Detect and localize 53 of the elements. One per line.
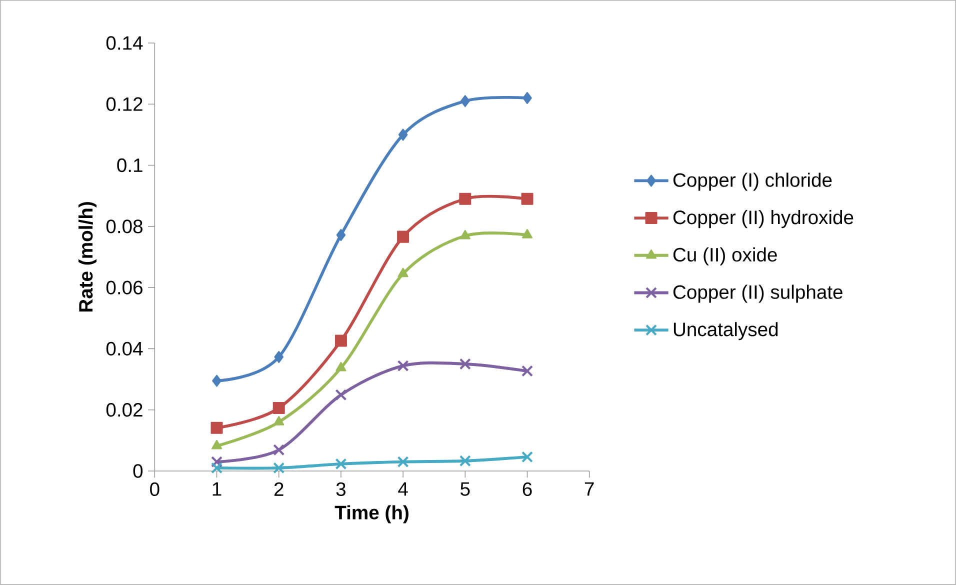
point bbox=[211, 440, 222, 450]
point bbox=[522, 92, 532, 104]
point bbox=[336, 228, 346, 241]
point bbox=[397, 360, 409, 372]
y-tick-label: 0.14 bbox=[106, 36, 143, 50]
point bbox=[336, 362, 346, 372]
point bbox=[398, 268, 408, 278]
point bbox=[274, 350, 284, 363]
x-tick-label: 3 bbox=[336, 482, 346, 496]
point bbox=[212, 374, 222, 387]
y-tick-label: 0.04 bbox=[106, 342, 143, 356]
point bbox=[397, 456, 409, 468]
point bbox=[521, 451, 534, 463]
point bbox=[210, 456, 223, 468]
point bbox=[274, 416, 284, 426]
legend-label: Copper (II) hydroxide bbox=[673, 210, 854, 228]
point bbox=[460, 230, 470, 240]
point bbox=[460, 95, 470, 108]
point bbox=[459, 192, 472, 205]
y-tick-label: 0 bbox=[133, 464, 143, 478]
legend-label: Uncatalysed bbox=[674, 322, 778, 340]
y-tick-label: 0.06 bbox=[106, 280, 142, 294]
x-tick-label: 6 bbox=[522, 482, 532, 496]
legend-label: Cu (II) oxide bbox=[673, 247, 777, 266]
x-tick-label: 2 bbox=[274, 482, 284, 496]
x-axis-title: Time (h) bbox=[334, 505, 408, 524]
legend-label: Copper (II) sulphate bbox=[673, 284, 842, 303]
x-tick-label: 4 bbox=[398, 482, 408, 496]
legend-label: Copper (I) chloride bbox=[673, 172, 832, 191]
point bbox=[397, 230, 410, 243]
x-tick-label: 0 bbox=[150, 482, 160, 496]
point bbox=[210, 462, 223, 474]
point bbox=[210, 422, 223, 434]
point bbox=[522, 228, 533, 238]
x-tick-label: 7 bbox=[584, 482, 594, 496]
point bbox=[273, 462, 285, 474]
point bbox=[398, 128, 408, 141]
x-tick-label: 1 bbox=[212, 482, 222, 496]
point bbox=[521, 365, 534, 377]
point bbox=[521, 192, 534, 205]
x-tick-label: 5 bbox=[460, 482, 470, 496]
point bbox=[335, 458, 347, 470]
point bbox=[334, 334, 347, 347]
point bbox=[459, 455, 471, 467]
point bbox=[459, 358, 471, 370]
y-tick-label: 0.1 bbox=[117, 158, 142, 172]
y-tick-label: 0.02 bbox=[106, 402, 142, 417]
y-axis-title: Rate (mol/h) bbox=[78, 202, 97, 312]
y-tick-label: 0.12 bbox=[106, 97, 142, 111]
y-tick-label: 0.08 bbox=[106, 220, 142, 234]
point bbox=[272, 402, 285, 414]
point bbox=[335, 389, 347, 401]
point bbox=[273, 444, 285, 456]
